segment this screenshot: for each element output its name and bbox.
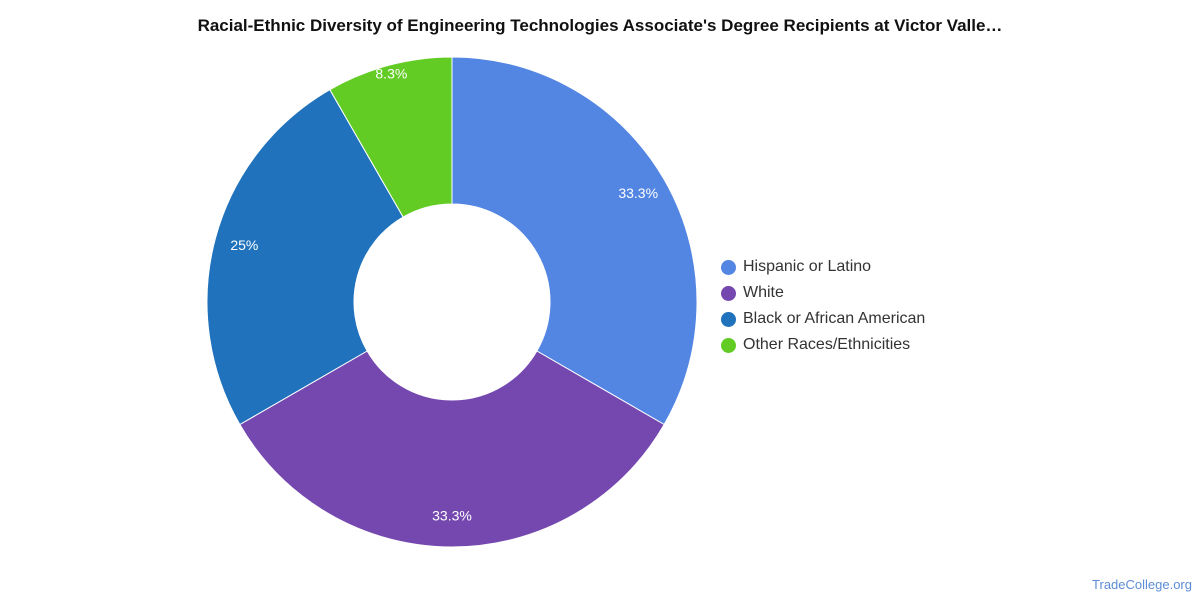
legend-swatch	[721, 337, 736, 353]
chart-title: Racial-Ethnic Diversity of Engineering T…	[197, 16, 1003, 35]
legend-item-other-races-ethnicities[interactable]: Other Races/Ethnicities	[721, 332, 925, 358]
slice-other-races-ethnicities[interactable]	[329, 56, 453, 218]
legend-label: Hispanic or Latino	[743, 258, 872, 275]
slice-black-or-african-american[interactable]	[206, 88, 404, 426]
legend-swatch	[721, 285, 736, 301]
slice-hispanic-or-latino[interactable]	[451, 56, 698, 426]
legend-label: Other Races/Ethnicities	[743, 336, 911, 353]
legend-label: Black or African American	[743, 310, 926, 327]
legend-swatch	[721, 259, 736, 275]
legend-swatch	[721, 311, 736, 327]
slice-value-label: 33.3%	[618, 185, 658, 201]
legend: Hispanic or Latino White Black or Africa…	[721, 254, 925, 358]
slice-white[interactable]	[239, 350, 665, 548]
legend-item-black-or-african-american[interactable]: Black or African American	[721, 306, 925, 332]
watermark-link[interactable]: TradeCollege.org	[1092, 577, 1192, 592]
legend-item-hispanic-or-latino[interactable]: Hispanic or Latino	[721, 254, 925, 280]
slice-value-label: 8.3%	[375, 66, 407, 82]
legend-item-white[interactable]: White	[721, 280, 925, 306]
slice-value-label: 33.3%	[432, 508, 472, 524]
slice-value-label: 25%	[230, 237, 258, 253]
legend-label: White	[743, 284, 784, 301]
